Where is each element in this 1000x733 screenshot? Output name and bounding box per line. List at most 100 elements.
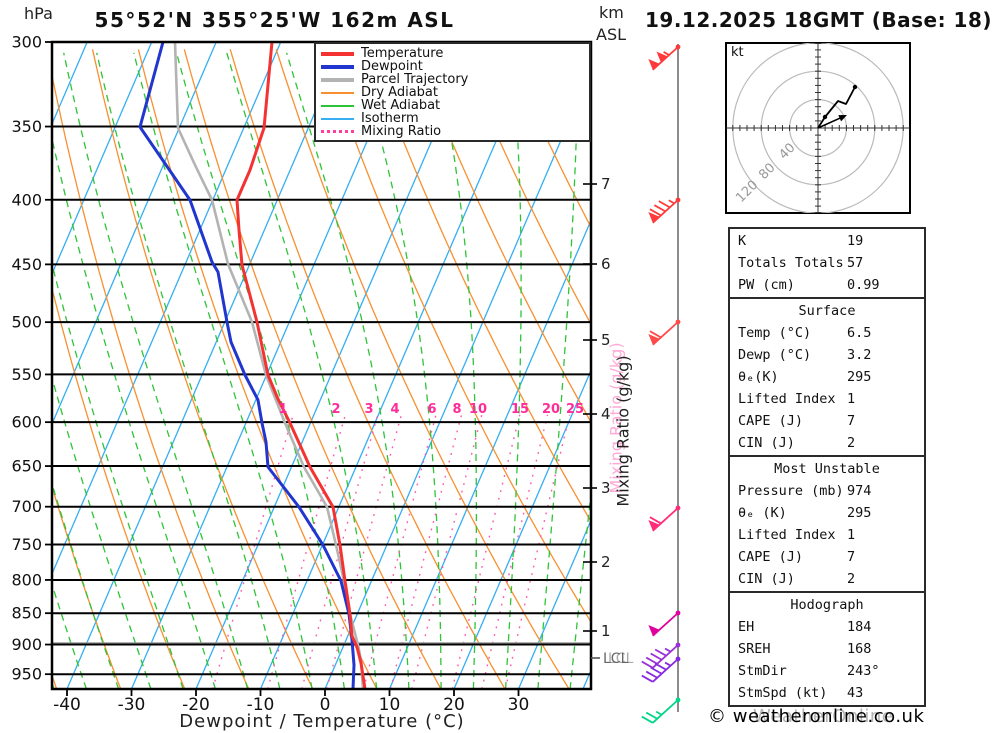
table-row: Totals Totals 57 (730, 252, 924, 274)
table-row: Lifted Index 1 (730, 524, 924, 546)
table-row: K 19 (730, 230, 924, 252)
table-row-label: CIN (J) (738, 571, 795, 587)
mixing-ratio-line (451, 414, 521, 689)
table-row-value: 295 (847, 505, 872, 521)
mixing-ratio-value-label: 20 (542, 402, 560, 417)
run-date-title: 19.12.2025 18GMT (Base: 18) (645, 8, 993, 32)
temp-tick-label: 10 (379, 695, 401, 715)
mixing-ratio-axis-label: Mixing Ratio (g/kg) (613, 355, 633, 507)
isotherm-line (66, 42, 346, 689)
table-row-label: θₑ (K) (738, 505, 787, 521)
table-row-value: 57 (847, 255, 864, 271)
wet-adiabat-line (63, 52, 249, 689)
wet-adiabat-line (133, 52, 313, 689)
isotherm-line (388, 218, 591, 689)
km-tick-label: 1 (601, 622, 611, 640)
table-row-value: 7 (847, 413, 856, 429)
table-row-label: SREH (738, 641, 771, 657)
dry-adiabat-line (321, 49, 591, 624)
mixing-ratio-value-label: 15 (511, 402, 529, 417)
dry-adiabat-line (275, 49, 570, 689)
wind-barb (641, 642, 681, 669)
pressure-tick-label: 450 (11, 255, 42, 274)
legend-item-label: Temperature (361, 46, 444, 61)
storm-motion-arrowhead (838, 115, 847, 122)
isotherm-line (52, 42, 217, 426)
table-row: StmDir 243° (730, 660, 924, 682)
isotherm-line (324, 68, 591, 689)
legend-item-dry-adiabat: Dry Adiabat (321, 86, 589, 99)
wind-barb-column (641, 44, 681, 724)
pressure-tick-label: 850 (11, 604, 42, 623)
wet-adiabat-line (226, 52, 378, 689)
km-tick-label: 7 (601, 175, 611, 193)
table-row: CIN (J) 2 (730, 432, 924, 454)
table-row: StmSpd (kt) 43 (730, 682, 924, 704)
table-row-label: EH (738, 619, 755, 635)
km-tick-label: 2 (601, 553, 611, 571)
table-row: Dewp (°C) 3.2 (730, 344, 924, 366)
table-row-value: 243° (847, 663, 880, 679)
legend-item-temperature: Temperature (321, 47, 589, 60)
wet-adiabat-line (52, 261, 184, 689)
wet-adiabat-line (52, 375, 152, 689)
mixing-ratio-line (266, 414, 347, 689)
table-row: CAPE (J) 7 (730, 546, 924, 568)
legend-line-sample (321, 104, 354, 107)
parcel-trajectory-curve (173, 42, 365, 689)
legend-item-label: Wet Adiabat (361, 98, 441, 113)
isotherm-line (130, 42, 411, 689)
table-row-value: 43 (847, 685, 864, 701)
table-row: EH 184 (730, 616, 924, 638)
table-row-value: 1 (847, 527, 856, 543)
mixing-ratio-value-label: 1 (278, 402, 287, 417)
dry-adiabat-line (137, 49, 378, 689)
dry-adiabat-line (367, 49, 591, 523)
hodograph-trace (817, 86, 856, 129)
table-row-value: 19 (847, 233, 864, 249)
legend-line-sample (321, 117, 354, 120)
pressure-unit-label: hPa (24, 4, 53, 23)
legend-line-sample (321, 51, 354, 56)
km-axis-unit-label: km (599, 3, 624, 22)
mixing-ratio-line (212, 414, 294, 689)
pressure-tick-label: 650 (11, 457, 42, 476)
km-tick-label: 6 (601, 255, 611, 273)
isotherm-line (517, 518, 591, 689)
table-row-value: 168 (847, 641, 872, 657)
legend-item-dewpoint: Dewpoint (321, 60, 589, 73)
pressure-tick-label: 750 (11, 535, 42, 554)
legend-item-label: Dewpoint (361, 59, 423, 74)
wind-barb (641, 697, 681, 724)
mixing-ratio-value-label: 4 (390, 402, 399, 417)
temp-tick-label: -40 (53, 695, 81, 715)
table-row-value: 2 (847, 435, 856, 451)
temp-tick-label: 20 (443, 695, 465, 715)
storm-motion-arrow (817, 116, 842, 129)
dry-adiabat-line (52, 484, 122, 689)
x-axis-title: Dewpoint / Temperature (°C) (179, 711, 465, 732)
table-row: SREH 168 (730, 638, 924, 660)
table-row-value: 3.2 (847, 347, 872, 363)
table-row-label: CAPE (J) (738, 413, 804, 429)
table-row-value: 2 (847, 571, 856, 587)
wet-adiabat-line (504, 52, 522, 689)
wet-adiabat-line (52, 136, 217, 689)
skewt-grid (52, 42, 591, 689)
temp-tick-label: 30 (508, 695, 530, 715)
table-row-label: Pressure (mb) (738, 483, 844, 499)
table-row-label: Dewp (°C) (738, 347, 812, 363)
mixing-ratio-line (389, 414, 463, 689)
table-row-label: Lifted Index (738, 391, 836, 407)
table-row-label: Lifted Index (738, 527, 836, 543)
legend-item-label: Mixing Ratio (361, 124, 442, 139)
legend-line-sample (321, 130, 354, 133)
mixing-ratio-value-label: 6 (427, 402, 436, 417)
isotherm-line (52, 42, 153, 276)
watermark-ghost-text: WeatherOnline (753, 706, 894, 727)
legend-item-label: Parcel Trajectory (361, 72, 469, 87)
dry-adiabat-line (52, 286, 186, 689)
pressure-tick-label: 900 (11, 635, 42, 654)
